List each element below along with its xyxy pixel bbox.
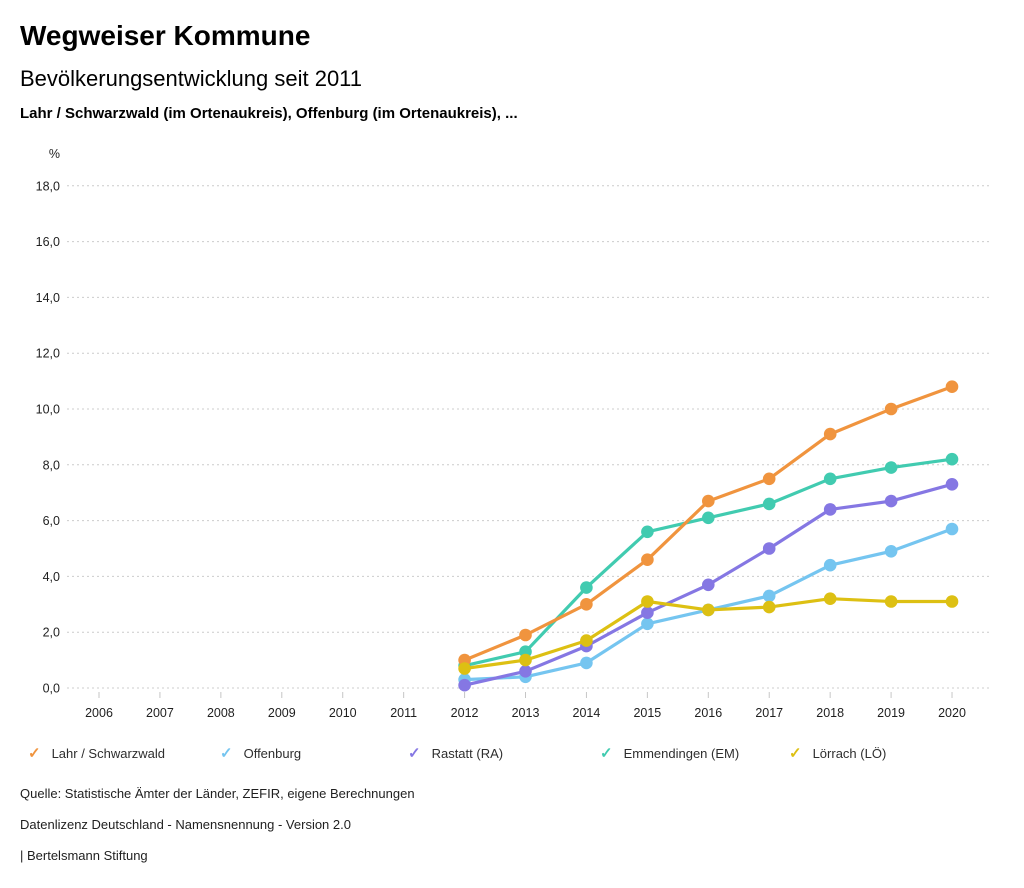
x-axis-tick-label: 2011 [390, 706, 417, 720]
x-axis-tick-label: 2019 [877, 706, 905, 720]
y-axis-tick-label: 18,0 [36, 179, 60, 193]
y-axis-tick-label: 0,0 [43, 682, 60, 696]
source-text: Quelle: Statistische Ämter der Länder, Z… [20, 786, 415, 801]
data-point-lahr-schwarzwald-2013[interactable] [519, 628, 532, 642]
data-point-offenburg-2019[interactable] [884, 545, 898, 558]
data-point-emmendingen-em-2020[interactable] [945, 452, 959, 466]
data-point-lahr-schwarzwald-2014[interactable] [580, 598, 593, 611]
x-axis-tick-label: 2009 [268, 706, 296, 720]
data-point-rastatt-ra-2020[interactable] [945, 478, 959, 491]
y-axis-tick-label: 6,0 [43, 514, 60, 528]
legend-item-label: Emmendingen (EM) [623, 746, 740, 761]
x-axis-tick-label: 2015 [633, 706, 661, 720]
series-line-emmendingen-em [463, 457, 954, 668]
y-axis-unit-label: % [49, 147, 60, 161]
legend-check-icon: ✓ [600, 745, 613, 762]
data-point-l-rrach-l-2019[interactable] [884, 595, 898, 608]
legend-check-icon: ✓ [408, 745, 421, 762]
data-point-offenburg-2020[interactable] [945, 522, 959, 536]
data-point-emmendingen-em-2016[interactable] [702, 511, 715, 525]
y-axis-tick-label: 16,0 [36, 235, 60, 249]
attribution-text: | Bertelsmann Stiftung [20, 848, 148, 863]
legend-check-icon: ✓ [789, 745, 802, 762]
data-point-rastatt-ra-2019[interactable] [884, 494, 898, 508]
x-axis-tick-label: 2018 [816, 706, 844, 720]
data-point-rastatt-ra-2013[interactable] [519, 665, 532, 678]
y-axis-tick-label: 2,0 [43, 626, 60, 640]
x-axis-tick-label: 2017 [755, 706, 783, 720]
x-axis-tick-label: 2014 [573, 706, 601, 720]
x-axis-tick-label: 2020 [938, 706, 966, 720]
data-point-l-rrach-l-2014[interactable] [580, 634, 593, 647]
chart-title: Bevölkerungsentwicklung seit 2011 [20, 66, 363, 91]
legend-item-l-rrach-l[interactable]: ✓ Lörrach (LÖ) [789, 746, 886, 761]
data-point-offenburg-2014[interactable] [580, 656, 593, 670]
data-point-lahr-schwarzwald-2017[interactable] [762, 472, 776, 486]
data-point-emmendingen-em-2014[interactable] [580, 581, 593, 594]
legend-check-icon: ✓ [220, 745, 233, 762]
legend-item-label: Rastatt (RA) [431, 746, 504, 761]
legend-item-rastatt-ra[interactable]: ✓ Rastatt (RA) [408, 746, 503, 761]
chart-legend: ✓ Lahr / Schwarzwald ✓ Offenburg ✓ Rastatt (R… [0, 746, 1024, 768]
x-axis-tick-label: 2012 [451, 706, 479, 720]
legend-item-lahr-schwarzwald[interactable]: ✓ Lahr / Schwarzwald [28, 746, 165, 761]
legend-item-label: Lörrach (LÖ) [812, 746, 887, 761]
app-title: Wegweiser Kommune [20, 20, 311, 51]
data-point-lahr-schwarzwald-2020[interactable] [945, 380, 959, 394]
data-point-l-rrach-l-2012[interactable] [458, 662, 471, 675]
x-axis-tick-label: 2006 [85, 706, 113, 720]
data-point-l-rrach-l-2013[interactable] [519, 653, 532, 667]
legend-item-label: Offenburg [243, 746, 302, 761]
data-point-rastatt-ra-2017[interactable] [762, 542, 776, 555]
y-axis-tick-label: 12,0 [36, 347, 60, 361]
data-point-lahr-schwarzwald-2015[interactable] [641, 553, 654, 566]
y-axis-tick-label: 14,0 [36, 291, 60, 305]
x-axis-tick-label: 2016 [694, 706, 722, 720]
population-line-chart: 0,0 2,0 4,0 6,0 8,0 10,0 12,0 14,0 16,0 18,0% 2006… [36, 147, 990, 720]
legend-item-offenburg[interactable]: ✓ Offenburg [220, 746, 301, 761]
data-point-lahr-schwarzwald-2018[interactable] [823, 427, 837, 441]
legend-item-emmendingen-em[interactable]: ✓ Emmendingen (EM) [600, 746, 739, 761]
legend-check-icon: ✓ [28, 745, 41, 762]
data-point-lahr-schwarzwald-2019[interactable] [884, 402, 898, 416]
x-axis-tick-label: 2008 [207, 706, 235, 720]
data-point-l-rrach-l-2015[interactable] [641, 595, 654, 608]
data-point-emmendingen-em-2018[interactable] [823, 472, 837, 486]
data-point-emmendingen-em-2017[interactable] [762, 497, 776, 511]
data-point-offenburg-2017[interactable] [762, 589, 776, 603]
x-axis-tick-label: 2010 [329, 706, 357, 720]
data-point-l-rrach-l-2020[interactable] [945, 595, 959, 608]
data-point-offenburg-2015[interactable] [641, 617, 654, 631]
y-axis-tick-label: 4,0 [43, 570, 60, 584]
y-axis-tick-label: 8,0 [43, 458, 60, 472]
y-axis-tick-label: 10,0 [36, 403, 60, 417]
data-point-l-rrach-l-2017[interactable] [762, 600, 776, 614]
license-text: Datenlizenz Deutschland - Namensnennung … [20, 817, 351, 832]
x-axis-tick-label: 2013 [512, 706, 540, 720]
data-point-l-rrach-l-2018[interactable] [823, 592, 837, 605]
data-point-rastatt-ra-2012[interactable] [458, 678, 471, 692]
data-point-rastatt-ra-2016[interactable] [702, 578, 715, 592]
data-point-rastatt-ra-2018[interactable] [823, 503, 837, 516]
chart-subjects: Lahr / Schwarzwald (im Ortenaukreis), Of… [20, 105, 518, 122]
data-point-l-rrach-l-2016[interactable] [702, 603, 715, 617]
data-point-lahr-schwarzwald-2016[interactable] [702, 494, 715, 508]
data-point-rastatt-ra-2015[interactable] [641, 606, 654, 619]
data-point-emmendingen-em-2015[interactable] [641, 525, 654, 539]
data-point-offenburg-2018[interactable] [823, 558, 837, 572]
data-point-emmendingen-em-2019[interactable] [884, 461, 898, 474]
x-axis-tick-label: 2007 [146, 706, 174, 720]
legend-item-label: Lahr / Schwarzwald [51, 746, 166, 761]
